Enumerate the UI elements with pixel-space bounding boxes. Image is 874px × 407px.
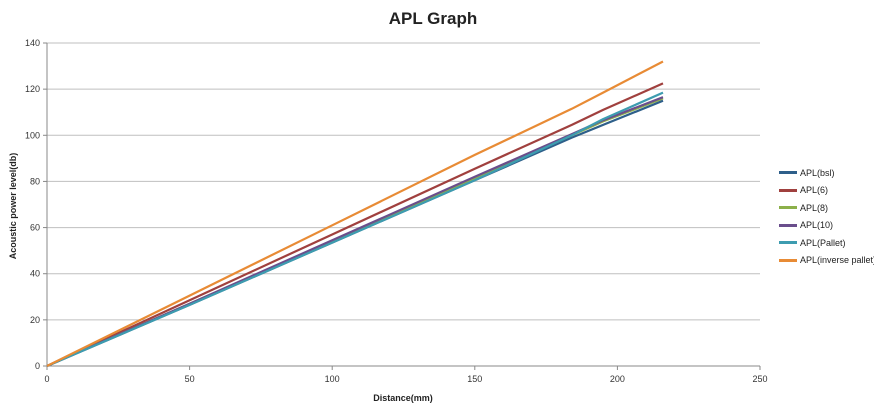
legend-item-apl-8: APL(8) [779,199,874,217]
x-axis-label: Distance(mm) [373,393,433,403]
y-tick-label: 60 [30,223,40,233]
x-tick-label: 150 [467,374,482,384]
y-tick-label: 20 [30,315,40,325]
series-line-apl-inverse-pallet [46,60,664,367]
legend-swatch [779,241,797,245]
legend-swatch [779,223,797,227]
legend: APL(bsl) APL(6) APL(8) APL(10) APL(Pallet) AP… [779,164,874,269]
legend-swatch [779,171,797,175]
y-tick-label: 100 [25,130,40,140]
y-tick-label: 120 [25,84,40,94]
y-tick-label: 40 [30,269,40,279]
chart-title: APL Graph [389,9,477,28]
axes [43,42,761,370]
legend-swatch [779,206,797,210]
legend-item-apl-pallet: APL(Pallet) [779,234,874,252]
legend-label: APL(8) [800,202,829,213]
legend-label: APL(Pallet) [800,237,846,248]
legend-label: APL(bsl) [800,167,835,178]
y-tick-label: 80 [30,176,40,186]
tick-labels: 0 20 40 60 80 100 120 140 0 50 100 150 200 250 [25,38,768,384]
x-tick-label: 50 [185,374,195,384]
legend-swatch [779,188,797,192]
legend-item-apl-6: APL(6) [779,182,874,200]
series-lines [46,60,664,368]
x-tick-label: 200 [610,374,625,384]
legend-swatch [779,258,797,262]
legend-label: APL(inverse pallet) [800,255,874,266]
series-line-apl-pallet [46,91,664,368]
x-tick-label: 250 [752,374,767,384]
legend-item-apl-bsl: APL(bsl) [779,164,874,182]
x-tick-label: 0 [44,374,49,384]
x-tick-label: 100 [325,374,340,384]
legend-item-apl-inverse-pallet: APL(inverse pallet) [779,252,874,270]
y-tick-label: 0 [35,361,40,371]
legend-item-apl-10: APL(10) [779,217,874,235]
y-axis-label: Acoustic power level(db) [8,153,18,260]
legend-label: APL(10) [800,220,834,231]
grid-lines [47,42,760,321]
series-line-apl-6 [46,82,664,367]
y-tick-label: 140 [25,38,40,48]
legend-label: APL(6) [800,185,829,196]
